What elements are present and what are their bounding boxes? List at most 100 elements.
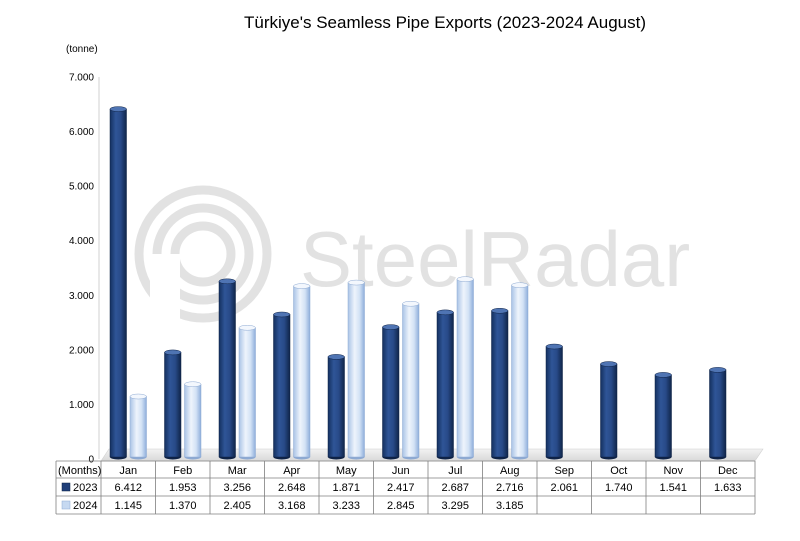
bar-top [545,343,563,350]
y-tick-label: 6.000 [69,127,94,138]
bar-top [164,349,182,356]
bar-body [238,327,256,458]
bar-2023-oct [600,361,618,460]
bar-body [600,363,618,458]
table-cell-2023: 2.687 [441,482,469,494]
table-cell-2023: 3.256 [223,482,251,494]
table-cell-2024: 3.185 [496,500,524,512]
y-tick-label: 3.000 [69,291,94,302]
bar-body [545,346,563,458]
bar-body [709,369,727,458]
x-tick-label: Feb [173,465,192,477]
bar-top [511,282,529,288]
y-tick-label: 5.000 [69,182,94,193]
bar-2024-jan [129,393,147,460]
table-cell-2023: 1.541 [659,482,687,494]
bar-2023-nov [654,372,672,460]
bar-body [218,281,236,458]
x-tick-label: Jun [392,465,410,477]
data-table: (Months) Jan Feb Mar Apr May Jun Jul Aug Sep Oct No… [55,460,756,515]
bar-top [491,308,509,314]
bar-2024-aug [511,282,529,460]
bar-top [327,354,345,360]
bars [109,106,727,460]
bar-body [184,383,202,458]
bar-body [402,303,420,458]
bar-2024-jul [456,276,474,460]
bar-top [709,367,727,373]
x-tick-label: Apr [283,465,300,477]
x-tick-label: May [336,465,357,477]
bar-2023-aug [491,308,509,460]
bar-2024-jun [402,300,420,460]
x-tick-label: Aug [500,465,520,477]
legend-label-2023: 2023 [73,482,97,494]
bar-body [109,108,127,458]
x-tick-label: Jan [119,465,137,477]
bar-top [347,279,365,286]
table-cell-2023: 1.740 [605,482,633,494]
table-cell-2023: 2.716 [496,482,524,494]
table-cell-2023: 2.061 [550,482,578,494]
bar-top [456,276,474,282]
bar-2023-mar [218,278,236,460]
table-cell-2023: 6.412 [114,482,142,494]
bar-top [273,311,291,318]
bar-body [293,285,311,458]
bar-2023-feb [164,349,182,460]
bar-top [654,372,672,378]
bar-top [436,309,454,316]
y-tick-label: 4.000 [69,236,94,247]
bar-top [129,393,147,400]
x-tick-label: Oct [610,465,627,477]
bar-2023-apr [273,311,291,460]
bar-2023-sep [545,343,563,460]
y-tick-label: 7.000 [69,73,94,84]
table-cell-2023: 2.417 [387,482,415,494]
bar-top [109,106,127,112]
bar-2024-mar [238,325,256,460]
legend-swatch-2023 [61,482,71,492]
bar-body [382,326,400,458]
table-cell-2023: 1.633 [714,482,742,494]
bar-body [654,374,672,458]
bar-top [293,283,311,289]
table-cell-2023: 1.953 [169,482,197,494]
bar-body [327,356,345,458]
x-tick-label: Jul [448,465,462,477]
bar-top [382,324,400,330]
table-cell-2023: 1.871 [332,482,360,494]
y-tick-label: 1.000 [69,400,94,411]
table-cell-2024: 3.233 [332,500,360,512]
bar-top [600,361,618,367]
bar-top [402,300,420,307]
bar-2023-may [327,354,345,460]
bar-2023-jan [109,106,127,460]
x-tick-label: Mar [228,465,247,477]
table-cell-2023: 2.648 [278,482,306,494]
bar-top [238,325,256,331]
y-tick-label: 2.000 [69,345,94,356]
bar-2024-feb [184,381,202,460]
bar-2023-jul [436,309,454,460]
bar-2023-dec [709,367,727,460]
y-unit-label: (tonne) [66,44,98,55]
table-cell-2024: 3.295 [441,500,469,512]
bar-body [436,312,454,458]
x-tick-label: Nov [663,465,683,477]
chart-title: Türkiye's Seamless Pipe Exports (2023-20… [244,13,646,32]
bar-body [511,284,529,458]
legend-swatch-2024 [61,500,71,510]
steelradar-watermark-logo: SteelRadar [134,185,690,324]
bar-body [347,282,365,458]
y-tick-label: 0 [88,455,94,466]
table-cell-2024: 3.168 [278,500,306,512]
bar-body [129,396,147,458]
table-cell-2024: 1.145 [114,500,142,512]
x-tick-label: Dec [718,465,738,477]
bar-body [456,278,474,458]
bar-2024-apr [293,283,311,460]
y-axis: 0 1.000 2.000 3.000 4.000 5.000 6.000 7.000 [69,73,100,466]
